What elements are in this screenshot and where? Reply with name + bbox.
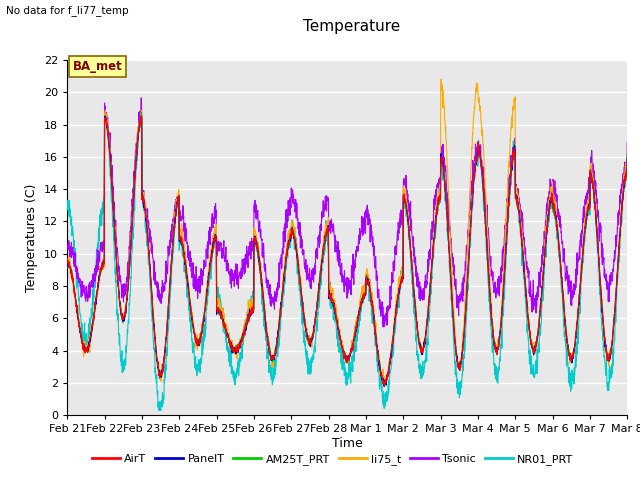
- Text: No data for f_li77_temp: No data for f_li77_temp: [6, 5, 129, 16]
- Y-axis label: Temperatures (C): Temperatures (C): [26, 183, 38, 292]
- Text: BA_met: BA_met: [73, 60, 122, 73]
- Legend: AirT, PanelT, AM25T_PRT, li75_t, Tsonic, NR01_PRT: AirT, PanelT, AM25T_PRT, li75_t, Tsonic,…: [88, 450, 578, 469]
- Text: Temperature: Temperature: [303, 19, 401, 34]
- X-axis label: Time: Time: [332, 437, 363, 450]
